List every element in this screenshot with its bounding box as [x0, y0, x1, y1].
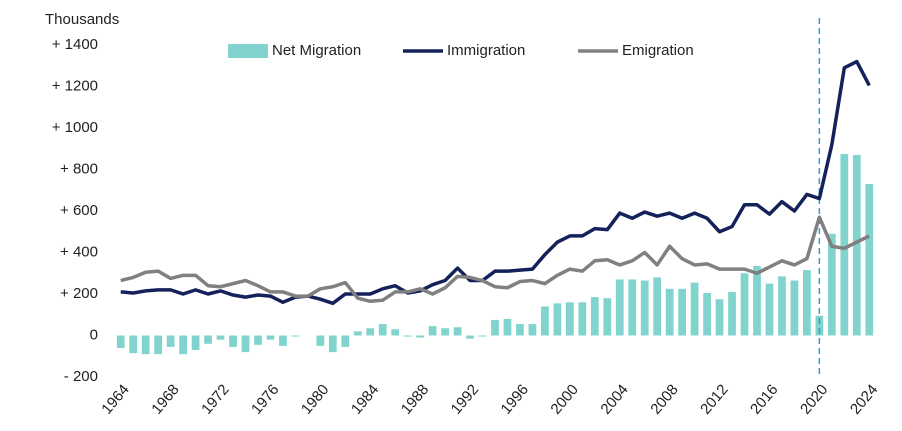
bar	[803, 270, 811, 336]
bar	[740, 273, 749, 336]
y-tick-label: - 200	[64, 368, 98, 385]
bar	[316, 335, 325, 346]
bar	[141, 335, 150, 355]
bar	[815, 315, 824, 336]
bar	[765, 283, 774, 336]
x-tick-label: 1964	[98, 381, 132, 417]
bar	[166, 335, 175, 347]
bar	[753, 265, 761, 336]
x-tick-label: 2004	[597, 381, 631, 417]
line	[120, 59, 871, 306]
bar	[690, 282, 699, 336]
bar	[578, 302, 587, 336]
x-tick-label: 1992	[448, 381, 482, 417]
bar	[179, 335, 187, 355]
x-tick-label: 1984	[348, 381, 382, 417]
bar	[191, 335, 200, 351]
bar	[204, 335, 212, 344]
bar	[366, 328, 375, 336]
bar	[640, 280, 649, 336]
bar	[827, 233, 836, 336]
x-tick-label: 1976	[248, 381, 282, 417]
bar	[790, 280, 799, 336]
bar	[328, 335, 337, 353]
x-tick-label: 2024	[847, 381, 881, 417]
legend-swatch	[228, 44, 268, 58]
bar	[603, 298, 612, 336]
bar	[341, 335, 350, 347]
bar	[491, 319, 499, 336]
bar	[528, 324, 537, 336]
bar	[778, 276, 786, 336]
bar	[353, 331, 362, 336]
bar	[378, 324, 387, 336]
bar	[416, 335, 425, 338]
y-tick-label: 0	[90, 326, 98, 343]
x-tick-label: 1968	[148, 381, 182, 417]
y-tick-label: + 200	[60, 285, 98, 302]
bar	[254, 335, 262, 345]
bar	[428, 326, 437, 336]
bar	[116, 335, 125, 348]
bar	[453, 327, 462, 336]
bar	[391, 329, 400, 336]
y-tick-label: + 800	[60, 160, 98, 177]
bar	[279, 335, 287, 346]
bar	[466, 335, 474, 339]
y-tick-label: + 1400	[52, 36, 98, 53]
bar	[154, 335, 163, 355]
bar	[590, 297, 599, 336]
bar	[715, 299, 724, 336]
legend-label: Emigration	[622, 42, 694, 59]
bar	[653, 277, 662, 336]
bar	[615, 279, 624, 336]
bar	[129, 335, 138, 354]
y-tick-label: + 400	[60, 243, 98, 260]
legend-label: Immigration	[447, 42, 525, 59]
x-tick-label: 1980	[298, 381, 332, 417]
bar	[628, 279, 637, 336]
x-tick-label: 1988	[398, 381, 432, 417]
x-tick-label: 2008	[647, 381, 681, 417]
x-tick-label: 2020	[797, 381, 831, 417]
legend-label: Net Migration	[272, 42, 361, 59]
bar	[678, 288, 687, 336]
bar	[216, 335, 225, 340]
bar	[478, 335, 487, 337]
x-tick-label: 2016	[747, 381, 781, 417]
line	[120, 215, 871, 304]
y-tick-label: + 1000	[52, 119, 98, 136]
bar	[852, 154, 861, 336]
bar	[703, 292, 711, 336]
bar	[516, 324, 524, 336]
x-tick-label: 1972	[198, 381, 232, 417]
x-tick-label: 1996	[498, 381, 532, 417]
bar	[553, 303, 562, 336]
bar	[665, 288, 674, 336]
bar	[291, 335, 300, 337]
bar	[565, 302, 574, 336]
x-tick-label: 2000	[547, 381, 581, 417]
bar	[241, 335, 250, 353]
y-axis-label: Thousands	[45, 11, 119, 28]
bar	[728, 291, 736, 336]
x-tick-label: 2012	[697, 381, 731, 417]
bar	[503, 318, 512, 336]
y-tick-label: + 600	[60, 202, 98, 219]
bar	[541, 306, 549, 336]
bar	[229, 335, 237, 347]
bar	[441, 328, 449, 336]
bar	[403, 335, 412, 337]
bar	[865, 184, 874, 336]
bar	[266, 335, 275, 340]
y-tick-label: + 1200	[52, 77, 98, 94]
bar	[840, 153, 849, 336]
